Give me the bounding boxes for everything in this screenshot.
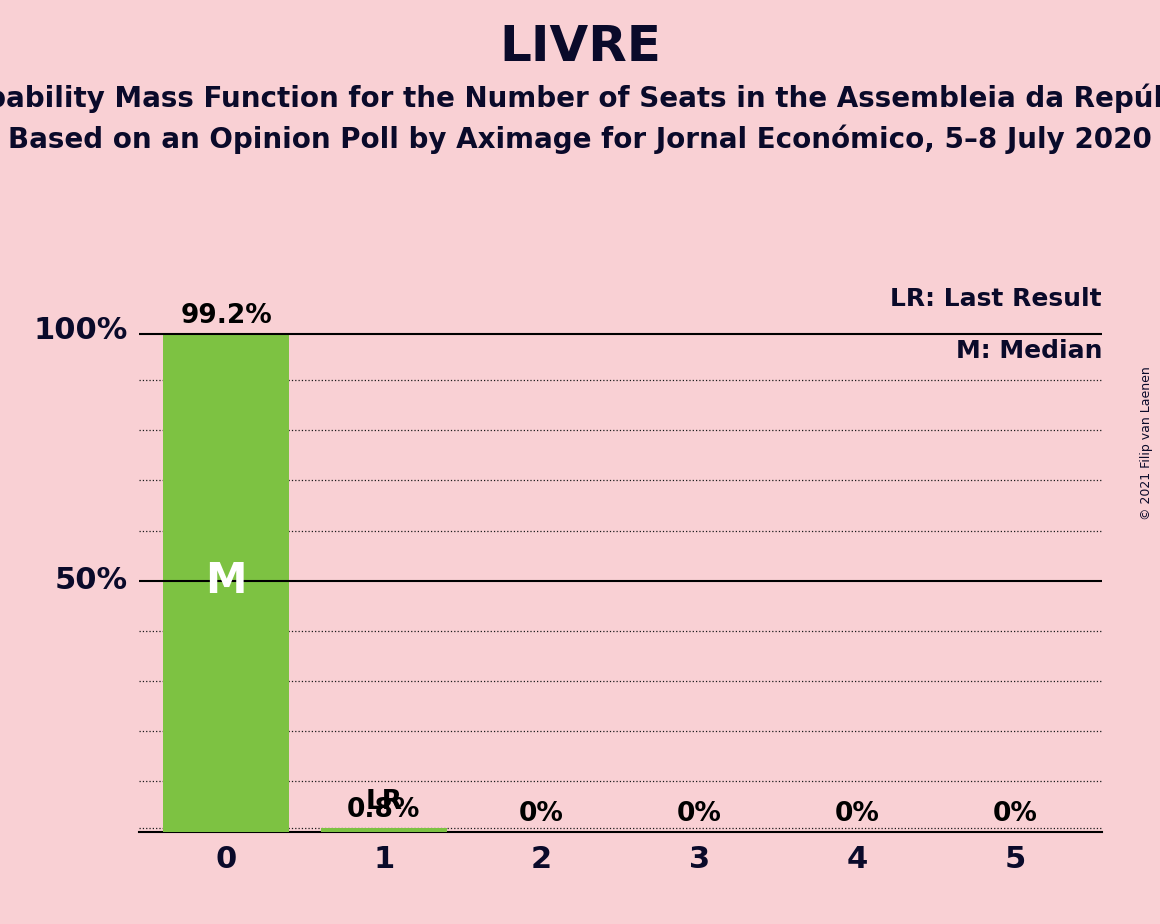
Text: © 2021 Filip van Laenen: © 2021 Filip van Laenen (1139, 367, 1153, 520)
Text: 100%: 100% (34, 315, 128, 345)
Text: Based on an Opinion Poll by Aximage for Jornal Económico, 5–8 July 2020: Based on an Opinion Poll by Aximage for … (8, 125, 1152, 154)
Text: 99.2%: 99.2% (180, 303, 271, 329)
Text: 50%: 50% (55, 566, 128, 595)
Text: 0%: 0% (835, 800, 879, 827)
Bar (320, 828, 447, 832)
Text: M: M (205, 560, 247, 602)
Text: 0%: 0% (520, 800, 564, 827)
Text: Probability Mass Function for the Number of Seats in the Assembleia da República: Probability Mass Function for the Number… (0, 83, 1160, 113)
Text: 0%: 0% (993, 800, 1038, 827)
Text: M: Median: M: Median (956, 338, 1102, 362)
Text: 0.8%: 0.8% (347, 796, 421, 822)
Text: 0%: 0% (677, 800, 722, 827)
Bar (162, 334, 289, 832)
Text: LIVRE: LIVRE (499, 23, 661, 71)
Text: LR: LR (365, 789, 403, 815)
Text: LR: Last Result: LR: Last Result (891, 287, 1102, 310)
